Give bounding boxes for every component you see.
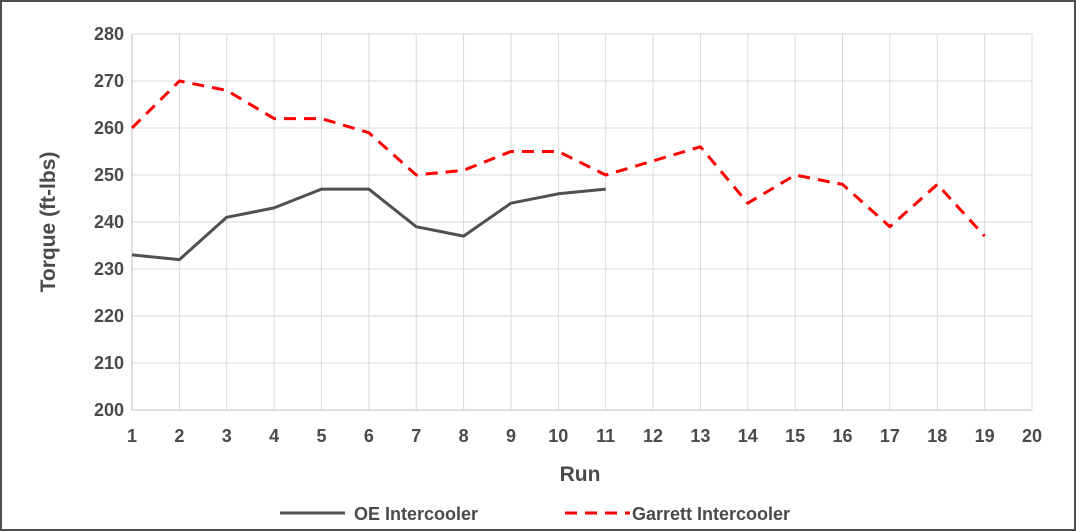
y-tick-label: 260 — [94, 118, 124, 138]
x-tick-label: 17 — [880, 426, 900, 446]
x-tick-label: 2 — [174, 426, 184, 446]
legend-label-garrett-intercooler: Garrett Intercooler — [632, 504, 790, 524]
y-axis-tick-labels: 200 210 220 230 240 250 260 270 280 — [94, 24, 124, 420]
series-lines — [130, 79, 986, 262]
x-tick-label: 3 — [222, 426, 232, 446]
x-tick-label: 5 — [316, 426, 326, 446]
x-tick-label: 19 — [975, 426, 995, 446]
x-tick-label: 20 — [1022, 426, 1042, 446]
y-tick-label: 270 — [94, 71, 124, 91]
y-tick-label: 200 — [94, 400, 124, 420]
y-tick-label: 220 — [94, 306, 124, 326]
series-line-oe-intercooler — [131, 187, 606, 262]
x-axis-tick-labels: 1 2 3 4 5 6 7 8 9 10 11 12 13 14 15 16 17 18 19 20 — [127, 426, 1042, 446]
y-tick-label: 230 — [94, 259, 124, 279]
x-tick-label: 4 — [269, 426, 279, 446]
x-tick-label: 12 — [643, 426, 663, 446]
y-axis-title: Torque (ft-lbs) — [37, 152, 60, 293]
x-tick-label: 10 — [548, 426, 568, 446]
legend-label-oe-intercooler: OE Intercooler — [354, 504, 478, 524]
x-tick-label: 16 — [833, 426, 853, 446]
x-tick-label: 7 — [411, 426, 421, 446]
x-tick-label: 1 — [127, 426, 137, 446]
x-tick-label: 8 — [459, 426, 469, 446]
y-tick-label: 240 — [94, 212, 124, 232]
grid-lines — [132, 33, 1033, 410]
x-tick-label: 13 — [690, 426, 710, 446]
axes — [131, 34, 1032, 411]
x-tick-label: 15 — [785, 426, 805, 446]
y-tick-label: 250 — [94, 165, 124, 185]
x-tick-label: 18 — [927, 426, 947, 446]
y-tick-label: 210 — [94, 353, 124, 373]
legend: OE Intercooler Garrett Intercooler — [280, 504, 790, 524]
x-tick-label: 14 — [738, 426, 758, 446]
y-tick-label: 280 — [94, 24, 124, 44]
x-axis-title: Run — [560, 463, 601, 486]
x-tick-label: 11 — [596, 426, 615, 446]
x-tick-label: 6 — [364, 426, 374, 446]
x-tick-label: 9 — [506, 426, 516, 446]
